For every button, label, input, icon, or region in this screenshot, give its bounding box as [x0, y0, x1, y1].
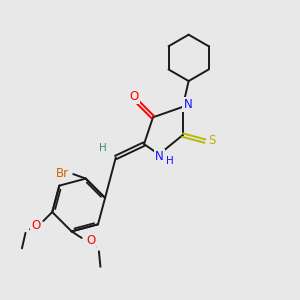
Text: O: O [130, 90, 139, 103]
Text: O: O [31, 219, 40, 232]
Text: H: H [166, 156, 174, 166]
Text: O: O [86, 234, 95, 247]
Text: Br: Br [56, 167, 68, 180]
Text: N: N [155, 150, 164, 163]
Text: S: S [208, 134, 215, 147]
Text: N: N [184, 98, 192, 111]
Text: H: H [99, 143, 106, 153]
